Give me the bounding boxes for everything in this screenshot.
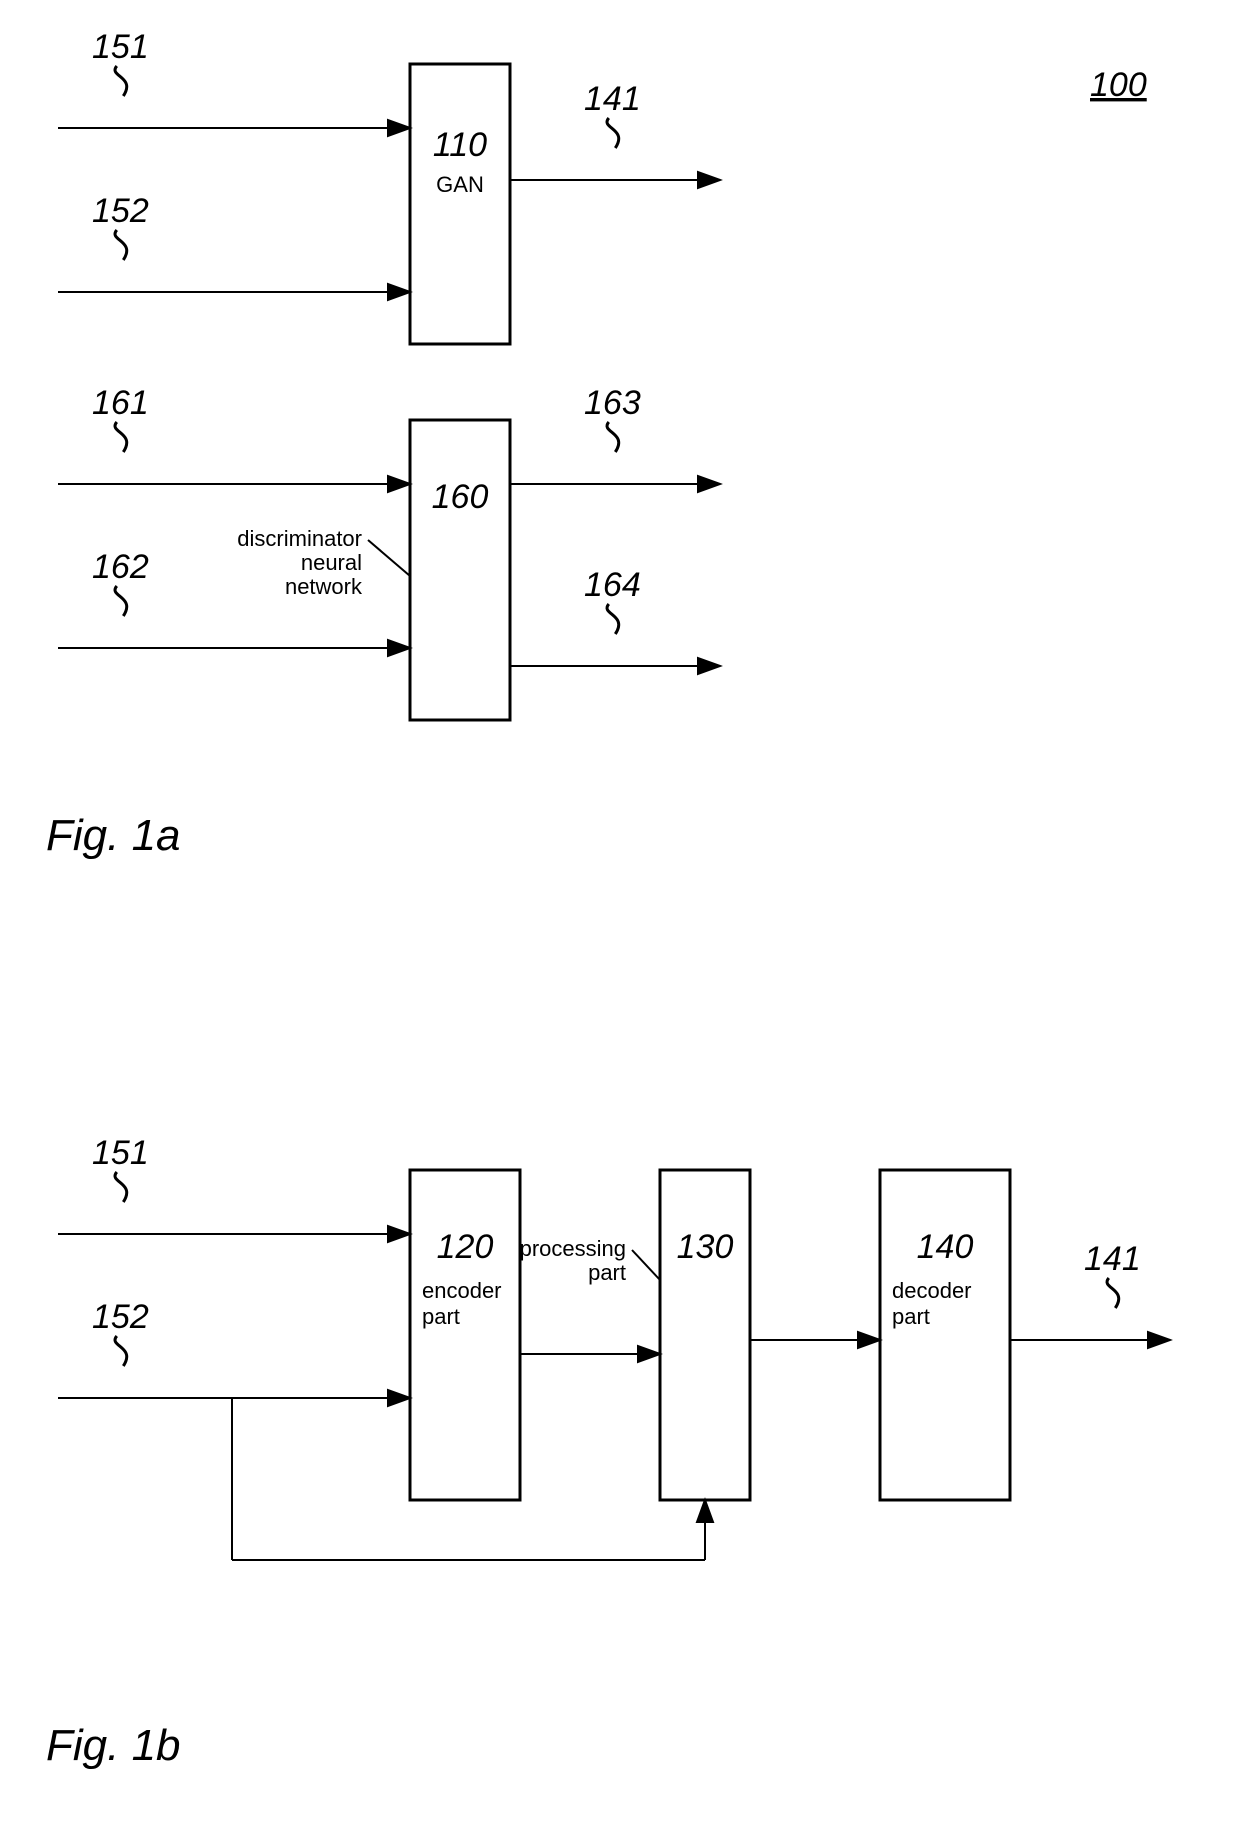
- ref-152: 152: [92, 1298, 149, 1336]
- ref-152: 152: [92, 192, 149, 230]
- callout-text: processing: [520, 1236, 626, 1261]
- ref-162: 162: [92, 548, 149, 586]
- page-ref: 100: [1090, 66, 1147, 104]
- figure-caption-a: Fig. 1a: [46, 811, 181, 860]
- ref-164: 164: [584, 566, 641, 604]
- box-ref-130: 130: [677, 1228, 734, 1266]
- decoder-label: decoder: [892, 1278, 972, 1303]
- ref-141: 141: [1084, 1240, 1141, 1278]
- box-ref-160: 160: [432, 478, 489, 516]
- encoder-label: encoder: [422, 1278, 502, 1303]
- box-ref-120: 120: [437, 1228, 494, 1266]
- ref-151: 151: [92, 28, 149, 66]
- box-ref-140: 140: [917, 1228, 974, 1266]
- ref-141: 141: [584, 80, 641, 118]
- box-ref-110: 110: [433, 126, 487, 164]
- callout-text: neural: [301, 550, 362, 575]
- ref-161: 161: [92, 384, 149, 422]
- ref-163: 163: [584, 384, 641, 422]
- decoder-label: part: [892, 1304, 930, 1329]
- callout-text: part: [588, 1260, 626, 1285]
- figure-caption-b: Fig. 1b: [46, 1721, 181, 1770]
- box-label-gan: GAN: [436, 172, 484, 197]
- callout-text: network: [285, 574, 363, 599]
- callout-text: discriminator: [237, 526, 362, 551]
- ref-151: 151: [92, 1134, 149, 1172]
- encoder-label: part: [422, 1304, 460, 1329]
